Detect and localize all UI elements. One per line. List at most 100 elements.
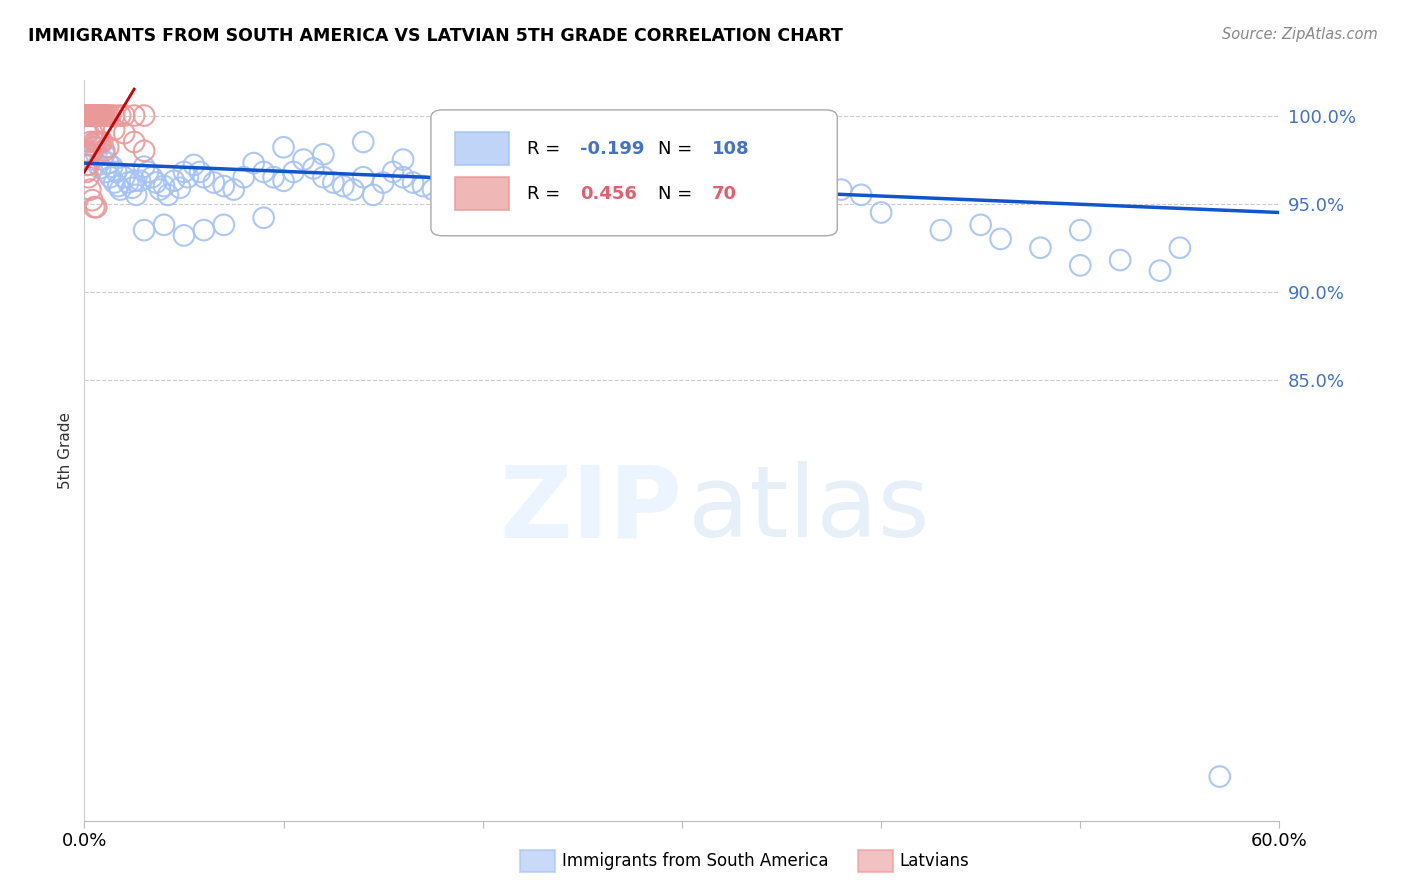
Point bbox=[103, 122, 125, 136]
Point bbox=[188, 165, 211, 179]
Point bbox=[970, 218, 993, 232]
Point bbox=[80, 109, 103, 123]
Point bbox=[671, 161, 693, 176]
Point bbox=[242, 156, 264, 170]
Point bbox=[342, 183, 364, 197]
Point bbox=[87, 135, 110, 149]
FancyBboxPatch shape bbox=[432, 110, 838, 235]
Point bbox=[481, 170, 503, 185]
Point bbox=[89, 109, 111, 123]
Point bbox=[132, 160, 156, 174]
Point bbox=[770, 179, 793, 194]
Point bbox=[402, 176, 425, 190]
Point bbox=[75, 165, 97, 179]
Point bbox=[86, 109, 108, 123]
Point bbox=[86, 135, 108, 149]
Point bbox=[93, 144, 115, 158]
Point bbox=[132, 109, 156, 123]
Point bbox=[512, 179, 534, 194]
Point bbox=[232, 170, 254, 185]
Point bbox=[551, 161, 574, 176]
Point bbox=[551, 179, 574, 194]
Point bbox=[222, 183, 245, 197]
Point bbox=[97, 109, 120, 123]
Text: Latvians: Latvians bbox=[900, 852, 970, 870]
Point bbox=[1209, 770, 1232, 784]
Text: N =: N = bbox=[658, 185, 697, 202]
Point bbox=[169, 181, 191, 195]
Point bbox=[212, 218, 235, 232]
Point bbox=[82, 109, 104, 123]
Point bbox=[929, 223, 952, 237]
Point bbox=[173, 165, 195, 179]
Point bbox=[193, 223, 215, 237]
Point bbox=[77, 158, 100, 172]
Point bbox=[263, 170, 285, 185]
Point bbox=[1149, 263, 1171, 277]
Point bbox=[83, 109, 105, 123]
Point bbox=[1069, 259, 1091, 273]
Point bbox=[98, 109, 121, 123]
Point bbox=[91, 109, 114, 123]
Text: 0.456: 0.456 bbox=[581, 185, 637, 202]
Point bbox=[110, 109, 132, 123]
Point bbox=[561, 187, 583, 202]
Point bbox=[502, 187, 524, 202]
Point bbox=[671, 170, 693, 185]
Point bbox=[163, 174, 186, 188]
Point bbox=[122, 109, 145, 123]
Point bbox=[79, 109, 101, 123]
Point bbox=[193, 170, 215, 185]
Point bbox=[136, 165, 159, 179]
Point bbox=[91, 135, 114, 149]
Point bbox=[121, 181, 143, 195]
Text: atlas: atlas bbox=[688, 461, 929, 558]
Point bbox=[93, 147, 115, 161]
FancyBboxPatch shape bbox=[456, 132, 509, 165]
Point bbox=[75, 109, 97, 123]
Point bbox=[83, 135, 105, 149]
Point bbox=[117, 176, 139, 190]
Point bbox=[492, 176, 515, 190]
Point bbox=[132, 223, 156, 237]
Point bbox=[541, 193, 564, 207]
Point bbox=[107, 179, 129, 194]
Point bbox=[571, 193, 593, 207]
Text: N =: N = bbox=[658, 140, 697, 158]
Point bbox=[283, 165, 305, 179]
Point bbox=[253, 165, 276, 179]
Point bbox=[312, 147, 335, 161]
Point bbox=[79, 183, 101, 197]
Point bbox=[591, 183, 613, 197]
Point bbox=[129, 174, 152, 188]
Point bbox=[87, 109, 110, 123]
Point bbox=[91, 153, 114, 167]
Point bbox=[870, 205, 893, 219]
Point bbox=[352, 135, 374, 149]
Point bbox=[83, 109, 105, 123]
Point bbox=[312, 170, 335, 185]
Point bbox=[173, 228, 195, 243]
Point bbox=[1069, 223, 1091, 237]
Text: R =: R = bbox=[527, 140, 565, 158]
Point bbox=[79, 109, 101, 123]
Point bbox=[432, 147, 454, 161]
Text: ZIP: ZIP bbox=[499, 461, 682, 558]
Point bbox=[790, 187, 813, 202]
Point bbox=[77, 109, 100, 123]
Point bbox=[810, 193, 832, 207]
Point bbox=[76, 109, 98, 123]
Point bbox=[422, 183, 444, 197]
Point bbox=[145, 176, 167, 190]
Point bbox=[432, 170, 454, 185]
Point bbox=[522, 183, 544, 197]
Point bbox=[112, 109, 135, 123]
Point bbox=[177, 170, 200, 185]
Point bbox=[292, 153, 315, 167]
Point bbox=[125, 187, 148, 202]
Point bbox=[83, 109, 105, 123]
Point bbox=[86, 200, 108, 214]
Point bbox=[112, 170, 135, 185]
Point bbox=[731, 193, 754, 207]
Point bbox=[103, 176, 125, 190]
